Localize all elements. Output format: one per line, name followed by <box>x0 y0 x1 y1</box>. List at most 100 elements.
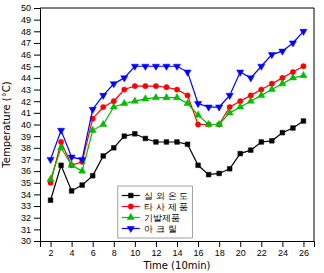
point <box>152 64 159 70</box>
point <box>216 120 223 126</box>
tick-label: 14 <box>172 248 182 258</box>
point <box>184 99 191 105</box>
point <box>152 94 159 100</box>
tick: 35 <box>21 178 40 188</box>
legend-marker <box>127 213 134 219</box>
point <box>111 145 116 150</box>
tick-label: 41 <box>21 108 31 118</box>
tick-mark <box>34 31 40 32</box>
point <box>142 95 149 101</box>
point <box>142 64 149 70</box>
point <box>143 83 148 88</box>
point <box>258 64 265 70</box>
point <box>164 140 169 145</box>
point <box>164 85 169 90</box>
tick-label: 31 <box>21 225 31 235</box>
tick-label: 26 <box>299 248 309 258</box>
point <box>195 122 200 127</box>
point <box>68 155 75 161</box>
point <box>206 172 211 177</box>
point <box>101 154 106 159</box>
tick-label: 42 <box>21 97 31 107</box>
frame <box>314 8 315 241</box>
legend-marker <box>128 204 133 209</box>
point <box>270 138 275 143</box>
tick: 6 <box>91 241 96 258</box>
point <box>163 64 170 70</box>
frame <box>40 8 314 9</box>
tick: 2 <box>49 241 54 258</box>
point <box>69 189 74 194</box>
tick: 8 <box>112 241 117 258</box>
point <box>258 91 265 97</box>
tick-label: 20 <box>236 248 246 258</box>
point <box>58 144 65 150</box>
tick-label: 22 <box>257 248 267 258</box>
point <box>163 94 170 100</box>
point <box>101 104 106 109</box>
tick-mark <box>34 43 40 44</box>
point <box>300 71 307 77</box>
tick-label: 38 <box>21 143 31 153</box>
point <box>280 130 285 135</box>
point <box>259 140 264 145</box>
tick-mark <box>34 218 40 219</box>
point <box>90 173 95 178</box>
y-axis-title: Temperature (°C) <box>1 81 12 168</box>
point <box>173 94 180 100</box>
legend-marker <box>127 226 134 232</box>
tick-label: 6 <box>91 248 96 258</box>
tick: 45 <box>21 62 40 72</box>
tick-mark <box>156 241 157 247</box>
point <box>89 107 96 113</box>
tick: 49 <box>21 15 40 25</box>
point <box>216 105 223 111</box>
point <box>227 166 232 171</box>
point <box>68 161 75 167</box>
tick-label: 39 <box>21 132 31 142</box>
tick-mark <box>303 241 304 247</box>
tick-label: 48 <box>21 27 31 37</box>
point <box>100 93 107 99</box>
point <box>80 183 85 188</box>
point <box>185 142 190 147</box>
tick-label: 40 <box>21 120 31 130</box>
tick: 31 <box>21 225 40 235</box>
tick-label: 43 <box>21 85 31 95</box>
point <box>301 119 306 124</box>
tick-mark <box>51 241 52 247</box>
point <box>279 80 286 86</box>
point <box>247 97 254 103</box>
tick-label: 47 <box>21 38 31 48</box>
point <box>268 53 275 59</box>
tick-mark <box>34 125 40 126</box>
point <box>205 120 212 126</box>
tick-mark <box>34 206 40 207</box>
point <box>205 105 212 111</box>
point <box>247 76 254 82</box>
legend-item: 아 크 릴 <box>122 224 177 234</box>
tick-mark <box>114 241 115 247</box>
tick: 36 <box>21 166 40 176</box>
tick-label: 2 <box>49 248 54 258</box>
tick: 32 <box>21 213 40 223</box>
legend-label: 기발제품 <box>144 213 180 223</box>
point <box>238 151 243 156</box>
tick-label: 30 <box>21 236 31 246</box>
tick: 33 <box>21 201 40 211</box>
tick-mark <box>261 241 262 247</box>
tick-label: 32 <box>21 213 31 223</box>
legend-item: 기발제품 <box>122 213 180 223</box>
tick: 42 <box>21 97 40 107</box>
point <box>248 148 253 153</box>
point <box>237 70 244 76</box>
tick: 40 <box>21 120 40 130</box>
tick: 50 <box>21 3 40 13</box>
point <box>237 103 244 109</box>
tick: 18 <box>215 241 225 258</box>
point <box>47 175 54 181</box>
tick: 43 <box>21 85 40 95</box>
plot: 2468101214161820222426303132333435363738… <box>21 3 315 258</box>
axis-line <box>41 242 315 248</box>
tick-mark <box>34 229 40 230</box>
